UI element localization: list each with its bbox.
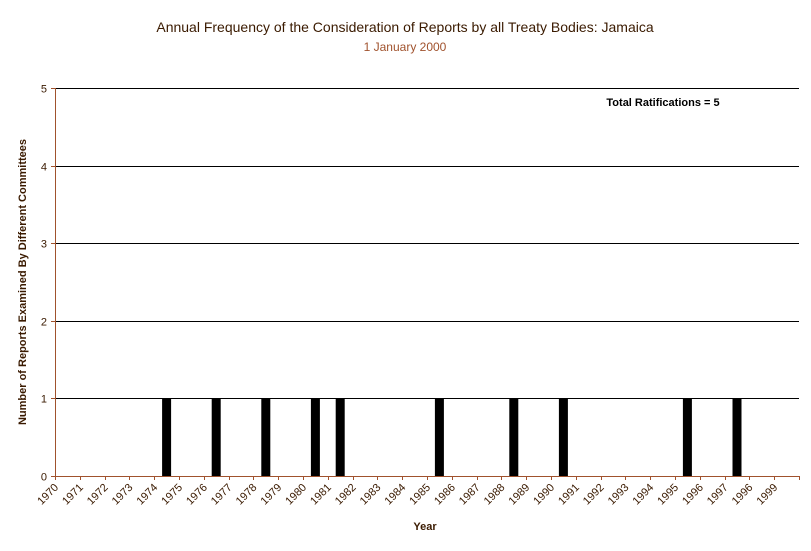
- x-tick-label: 1996: [730, 482, 756, 508]
- y-tick-label: 1: [41, 394, 47, 406]
- y-tick-label: 5: [41, 84, 47, 96]
- x-tick-label: 1988: [482, 482, 508, 508]
- x-tick-label: 1982: [333, 482, 359, 508]
- x-tick-label: 1981: [308, 482, 334, 508]
- x-tick-label: 1972: [85, 482, 111, 508]
- bar-1976: [211, 398, 221, 476]
- x-tick-label: 1999: [755, 482, 781, 508]
- total-ratifications-annotation: Total Ratifications = 5: [606, 97, 719, 109]
- x-tick-label: 1971: [60, 482, 86, 508]
- x-tick-label: 1992: [581, 482, 607, 508]
- bar-1974: [162, 398, 172, 476]
- x-tick-label: 1995: [655, 482, 681, 508]
- x-tick-label: 1986: [432, 482, 458, 508]
- bar-1981: [335, 398, 345, 476]
- axes: [51, 88, 800, 480]
- x-tick-label: 1997: [705, 482, 731, 508]
- bar-1990: [558, 398, 568, 476]
- x-axis-title: Year: [413, 521, 437, 533]
- x-tick-label: 1989: [507, 482, 533, 508]
- y-tick-label: 4: [41, 162, 47, 174]
- chart-subtitle: 1 January 2000: [364, 40, 447, 54]
- x-tick-label: 1990: [531, 482, 557, 508]
- x-tick-label: 1993: [606, 482, 632, 508]
- y-tick-label: 2: [41, 317, 47, 329]
- bar-1978: [261, 398, 271, 476]
- bar-1997: [732, 398, 742, 476]
- x-tick-label: 1979: [259, 482, 285, 508]
- x-tick-label: 1994: [631, 482, 657, 508]
- bar-1988: [509, 398, 519, 476]
- bar-1980: [310, 398, 320, 476]
- y-tick-label: 0: [41, 472, 47, 484]
- chart-title: Annual Frequency of the Consideration of…: [156, 19, 653, 35]
- gridlines: [55, 88, 799, 399]
- x-tick-label: 1974: [135, 482, 161, 508]
- x-tick-label: 1975: [159, 482, 185, 508]
- x-tick-label: 1976: [184, 482, 210, 508]
- y-axis-title: Number of Reports Examined By Different …: [17, 139, 29, 425]
- x-tick-label: 1984: [383, 482, 409, 508]
- x-tick-label: 1996: [680, 482, 706, 508]
- x-tick-label: 1980: [283, 482, 309, 508]
- x-tick-label: 1977: [209, 482, 235, 508]
- x-tick-label: 1978: [234, 482, 260, 508]
- bar-1985: [434, 398, 444, 476]
- y-tick-label: 3: [41, 239, 47, 251]
- bars: [162, 398, 742, 476]
- x-tick-labels: 1970 1971 1972 1973 1974 1975 1976 1977 1978 1979…: [35, 482, 780, 508]
- x-tick-label: 1991: [556, 482, 582, 508]
- x-tick-label: 1970: [35, 482, 61, 508]
- bar-1995: [682, 398, 692, 476]
- x-tick-label: 1985: [407, 482, 433, 508]
- y-tick-labels: 0 1 2 3 4 5: [41, 84, 47, 484]
- x-tick-label: 1987: [457, 482, 483, 508]
- x-tick-label: 1973: [110, 482, 136, 508]
- x-tick-label: 1983: [358, 482, 384, 508]
